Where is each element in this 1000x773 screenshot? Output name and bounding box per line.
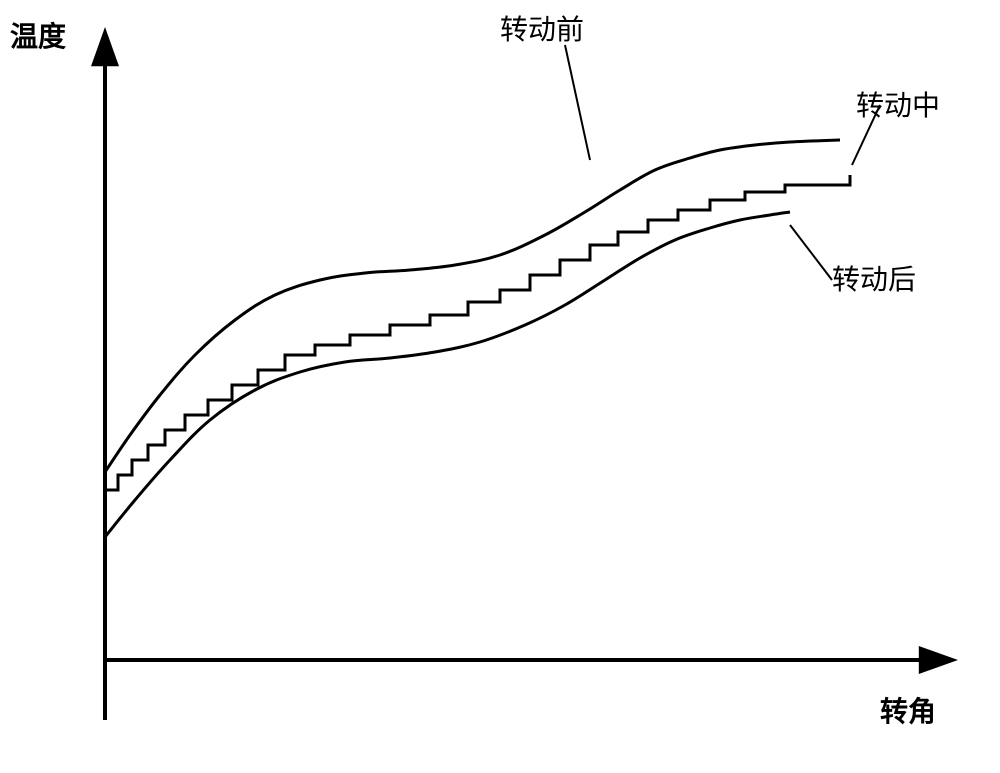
curve-before xyxy=(105,140,840,472)
temperature-angle-chart xyxy=(0,0,1000,773)
curve-during xyxy=(105,175,850,490)
leader-line xyxy=(790,225,832,280)
leader-line xyxy=(565,45,590,160)
series-label-after: 转动后 xyxy=(832,258,916,298)
series-label-during: 转动中 xyxy=(856,84,940,124)
curve-after xyxy=(105,212,790,537)
x-axis-label: 转角 xyxy=(880,690,936,730)
series-label-before: 转动前 xyxy=(500,8,584,48)
y-axis-label: 温度 xyxy=(10,15,66,55)
